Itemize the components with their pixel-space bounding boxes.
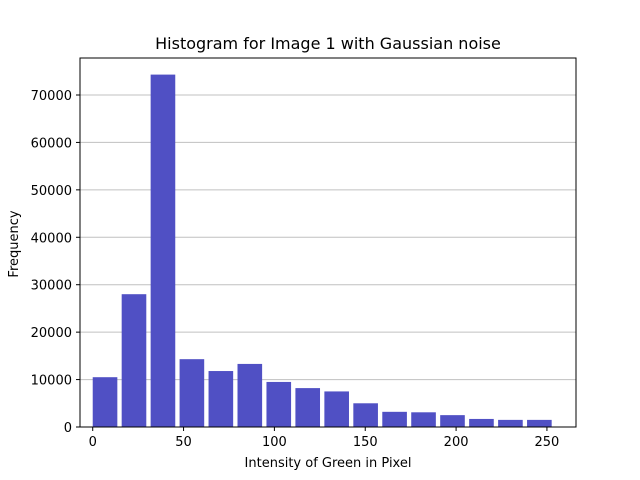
y-tick-label: 30000 [31, 279, 72, 294]
x-tick-label: 250 [535, 435, 560, 450]
histogram-bar [324, 391, 349, 427]
y-tick-label: 50000 [31, 184, 72, 199]
histogram-bar [498, 419, 523, 427]
histogram-bar [237, 363, 263, 427]
y-tick-label: 40000 [31, 231, 72, 246]
y-tick-label: 70000 [31, 89, 72, 104]
y-tick-label: 60000 [31, 136, 72, 151]
histogram-bars [92, 74, 552, 428]
histogram-bar [121, 294, 147, 427]
histogram-bar [295, 388, 321, 427]
y-tick-label: 0 [64, 421, 72, 436]
histogram-bar [150, 74, 176, 428]
histogram-bar [527, 419, 552, 427]
y-tick-label: 20000 [31, 326, 72, 341]
plot-frame [79, 57, 577, 428]
x-tick-label: 200 [444, 435, 469, 450]
histogram-bar [440, 415, 465, 427]
histogram-bar [92, 377, 118, 427]
x-tick-label: 0 [89, 435, 97, 450]
y-axis-ticks: 0 10000 20000 30000 40000 50000 60000 70000 [31, 89, 80, 436]
histogram-bar [179, 359, 205, 427]
histogram-bar [266, 381, 292, 427]
x-axis-label: Intensity of Green in Pixel [245, 456, 412, 471]
x-tick-label: 100 [262, 435, 287, 450]
x-axis-ticks: 0 50 100 150 200 250 [89, 427, 560, 450]
histogram-bar [469, 418, 494, 427]
histogram-bar [382, 411, 407, 427]
y-axis-label: Frequency [7, 210, 22, 277]
chart-title: Histogram for Image 1 with Gaussian nois… [155, 34, 501, 53]
x-tick-label: 150 [353, 435, 378, 450]
histogram-bar [353, 403, 378, 427]
y-tick-label: 10000 [31, 374, 72, 389]
x-tick-label: 50 [175, 435, 192, 450]
histogram-bar [411, 412, 436, 427]
histogram-bar [208, 371, 234, 427]
